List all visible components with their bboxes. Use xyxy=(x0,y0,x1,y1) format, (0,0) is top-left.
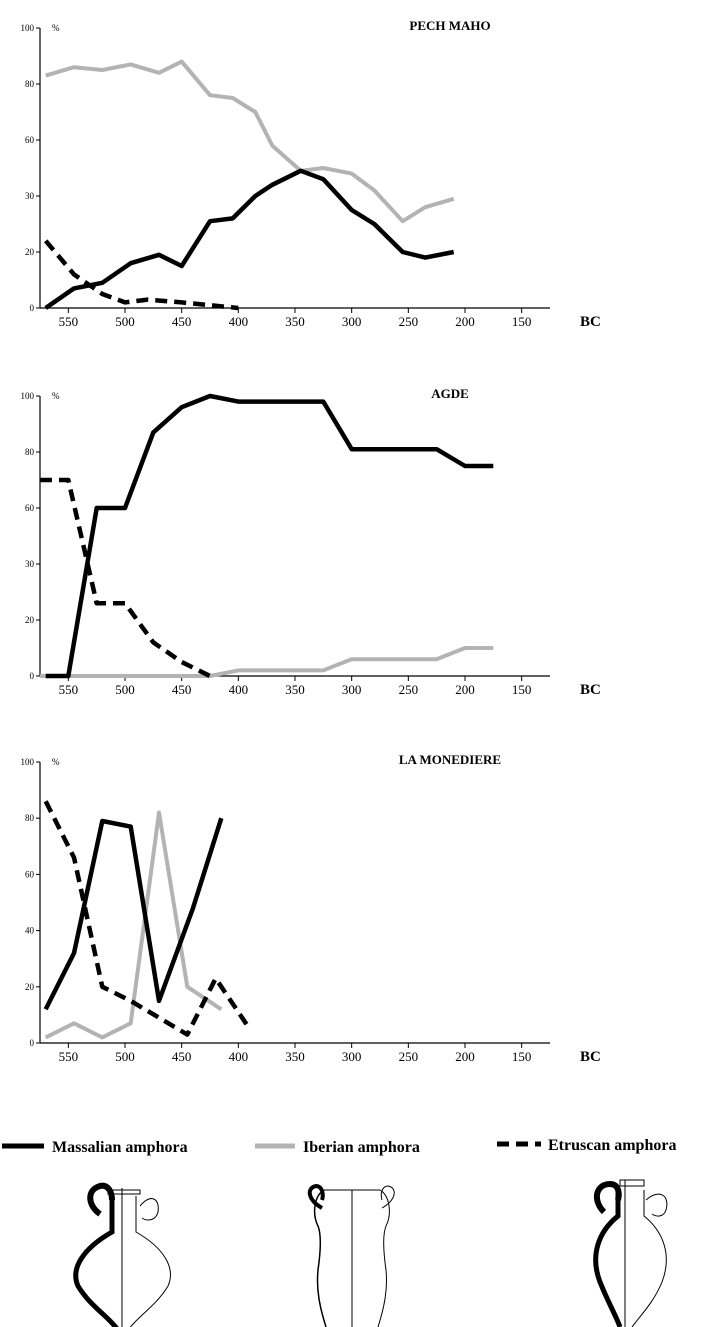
y-tick-label: 60 xyxy=(25,135,35,145)
x-tick-label: 450 xyxy=(172,682,192,697)
x-tick-label: 350 xyxy=(285,1049,305,1064)
series-line xyxy=(45,59,455,224)
chart-title: AGDE xyxy=(431,386,469,401)
x-tick-label: 250 xyxy=(399,1049,419,1064)
x-tick-label: 150 xyxy=(512,1049,532,1064)
x-tick-label: 200 xyxy=(455,1049,475,1064)
y-tick-label: 60 xyxy=(25,503,35,513)
x-tick-label: 500 xyxy=(115,314,135,329)
series-line xyxy=(40,646,494,678)
x-tick-label: 550 xyxy=(59,1049,79,1064)
x-tick-label: 300 xyxy=(342,1049,362,1064)
y-tick-label: 40 xyxy=(25,926,35,936)
chart-panel: 0 20 40 60 80 100 % 550 500 450 400 350 300 250 200 150… xyxy=(21,752,601,1065)
x-tick-label: 400 xyxy=(229,314,249,329)
x-tick-label: 500 xyxy=(115,1049,135,1064)
chart-panel: 0 20 30 60 80 100 % 550 500 450 400 350 300 250 200 150… xyxy=(21,18,601,330)
series-line xyxy=(43,817,224,1011)
x-tick-label: 450 xyxy=(172,1049,192,1064)
series-line xyxy=(45,393,494,679)
legend-label-massalian: Massalian amphora xyxy=(52,1139,188,1156)
y-tick-label: 80 xyxy=(25,813,35,823)
chart-panel: 0 20 30 60 80 100 % 550 500 450 400 350 300 250 200 150… xyxy=(21,386,601,698)
y-tick-label: 80 xyxy=(25,447,35,457)
x-axis-label: BC xyxy=(580,1049,601,1065)
iberian-amphora-icon xyxy=(307,1183,395,1327)
legend-item-iberian: Iberian amphora xyxy=(255,1139,420,1156)
y-tick-label: 100 xyxy=(21,391,35,401)
y-tick-label: 60 xyxy=(25,869,35,879)
chart-title: LA MONEDIERE xyxy=(399,752,501,767)
series-line xyxy=(40,477,211,679)
series-line xyxy=(43,239,239,311)
chart-title: PECH MAHO xyxy=(409,18,490,33)
x-tick-label: 400 xyxy=(229,682,249,697)
x-tick-label: 500 xyxy=(115,682,135,697)
x-tick-label: 300 xyxy=(342,682,362,697)
legend-item-massalian: Massalian amphora xyxy=(2,1139,188,1156)
series-line xyxy=(44,810,223,1040)
x-tick-label: 200 xyxy=(455,682,475,697)
massalian-amphora-icon xyxy=(73,1182,171,1327)
series-line xyxy=(44,168,455,310)
y-tick-label: 0 xyxy=(30,671,35,681)
y-tick-label: 20 xyxy=(25,982,35,992)
y-tick-label: 30 xyxy=(25,191,35,201)
x-tick-label: 400 xyxy=(229,1049,249,1064)
y-tick-label: 20 xyxy=(25,247,35,257)
etruscan-amphora-icon xyxy=(593,1179,668,1327)
series-line xyxy=(43,800,252,1037)
y-tick-label: 0 xyxy=(30,1038,35,1048)
y-tick-label: 30 xyxy=(25,559,35,569)
legend-label-iberian: Iberian amphora xyxy=(303,1139,420,1156)
x-tick-label: 350 xyxy=(285,682,305,697)
y-axis-unit: % xyxy=(52,757,60,767)
x-tick-label: 150 xyxy=(512,314,532,329)
x-axis-label: BC xyxy=(580,682,601,698)
x-axis-label: BC xyxy=(580,314,601,330)
x-tick-label: 450 xyxy=(172,314,192,329)
x-tick-label: 550 xyxy=(59,314,79,329)
x-tick-label: 300 xyxy=(342,314,362,329)
x-tick-label: 250 xyxy=(399,314,419,329)
legend-item-etruscan: Etruscan amphora xyxy=(497,1137,676,1154)
y-tick-label: 100 xyxy=(21,757,35,767)
legend-label-etruscan: Etruscan amphora xyxy=(548,1137,676,1154)
y-tick-label: 100 xyxy=(21,23,35,33)
legend: Massalian amphora Iberian amphora Etrusc… xyxy=(2,1137,676,1156)
y-tick-label: 80 xyxy=(25,79,35,89)
x-tick-label: 350 xyxy=(285,314,305,329)
y-axis-unit: % xyxy=(52,23,60,33)
x-tick-label: 150 xyxy=(512,682,532,697)
x-tick-label: 200 xyxy=(455,314,475,329)
y-tick-label: 20 xyxy=(25,615,35,625)
y-tick-label: 0 xyxy=(30,303,35,313)
y-axis-unit: % xyxy=(52,391,60,401)
x-tick-label: 250 xyxy=(399,682,419,697)
x-tick-label: 550 xyxy=(59,682,79,697)
